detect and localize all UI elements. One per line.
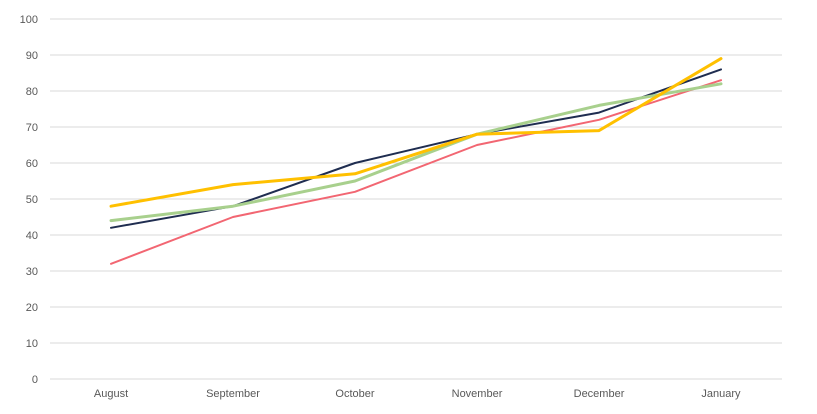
- series-line-3: [109, 82, 723, 223]
- y-tick-label: 100: [20, 14, 38, 26]
- x-axis: August September October November December Ja…: [94, 388, 741, 400]
- x-tick-label: December: [574, 388, 625, 400]
- series-line-1: [110, 68, 722, 229]
- x-tick-label: January: [701, 388, 741, 400]
- y-tick-label: 70: [26, 122, 38, 134]
- chart-gridlines: [50, 18, 782, 380]
- series-line-4: [109, 57, 723, 208]
- y-tick-label: 40: [26, 230, 38, 242]
- x-tick-label: November: [452, 388, 503, 400]
- y-tick-label: 0: [32, 374, 38, 386]
- y-tick-label: 80: [26, 86, 38, 98]
- y-tick-label: 50: [26, 194, 38, 206]
- x-tick-label: October: [335, 388, 374, 400]
- y-tick-label: 60: [26, 158, 38, 170]
- y-axis: 0 10 20 30 40 50 60 70 80 90 100: [20, 14, 38, 386]
- y-tick-label: 10: [26, 338, 38, 350]
- y-tick-label: 20: [26, 302, 38, 314]
- chart-series: [109, 57, 723, 265]
- y-tick-label: 30: [26, 266, 38, 278]
- y-tick-label: 90: [26, 50, 38, 62]
- series-line-2: [110, 79, 722, 265]
- x-tick-label: August: [94, 388, 128, 400]
- x-tick-label: September: [206, 388, 260, 400]
